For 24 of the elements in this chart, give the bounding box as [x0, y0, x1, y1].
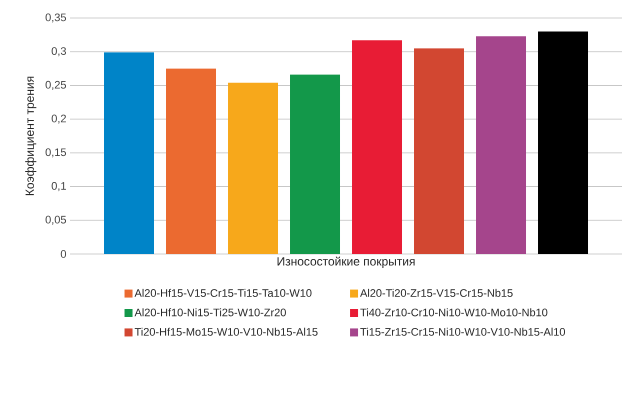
bar	[104, 52, 154, 254]
bar	[166, 68, 216, 254]
bar	[352, 40, 402, 254]
legend-label: Al20-Ti20-Zr15-V15-Cr15-Nb15	[360, 288, 513, 297]
y-tick-label: 0,35	[46, 13, 66, 23]
bar	[476, 36, 526, 254]
x-axis-title: Износостойкие покрытия	[278, 256, 415, 268]
bar	[538, 31, 588, 254]
bar	[414, 48, 464, 254]
y-tick-label: 0,2	[52, 114, 66, 124]
y-tick-label: 0,05	[46, 216, 66, 225]
y-tick-label: 0	[60, 250, 66, 258]
legend-label: Ti20-Hf15-Mo15-W10-V10-Nb15-Al15	[134, 328, 318, 336]
legend-label: Ti15-Zr15-Cr15-Ni10-W10-V10-Nb15-Al10	[360, 328, 566, 336]
y-tick-label: 0,25	[46, 80, 66, 90]
y-axis-title: Коэффициент трения	[25, 76, 36, 196]
bar	[228, 82, 278, 254]
y-tick-label: 0,3	[52, 47, 66, 56]
y-tick-label: 0,15	[46, 148, 66, 158]
legend-label: Ti40-Zr10-Cr10-Ni10-W10-Mo10-Nb10	[360, 308, 548, 316]
legend-label: Al20-Hf15-V15-Cr15-Ti15-Ta10-W10	[134, 288, 312, 297]
y-tick-label: 0,1	[52, 182, 66, 192]
bar	[290, 74, 340, 254]
legend-label: Al20-Hf10-Ni15-Ti25-W10-Zr20	[134, 308, 286, 316]
